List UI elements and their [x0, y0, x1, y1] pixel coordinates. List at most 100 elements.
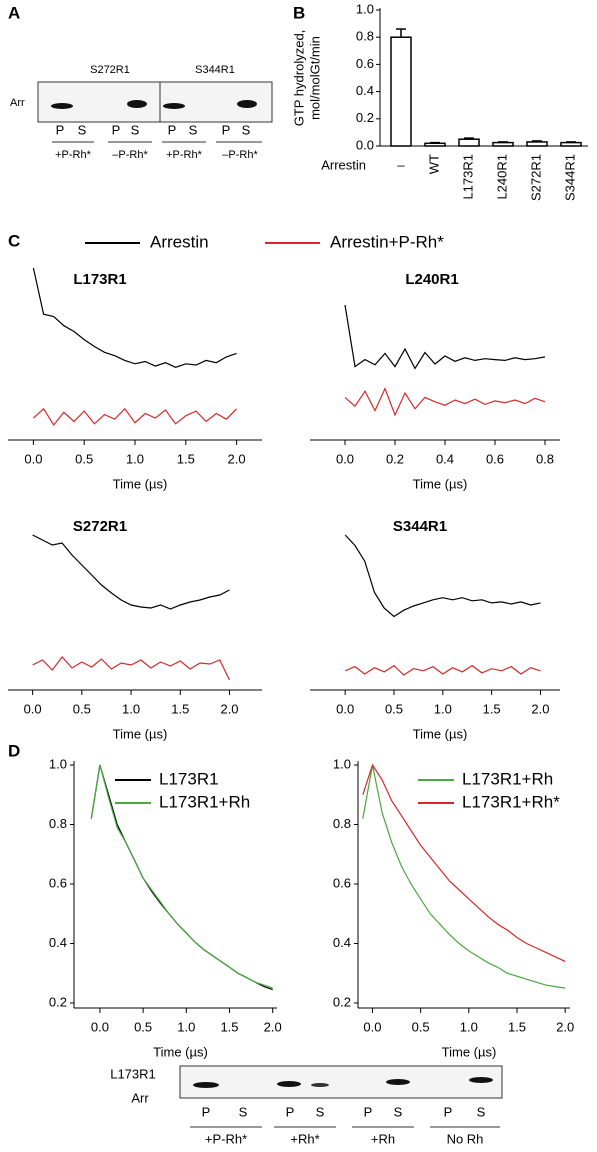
blot-d: L173R1 Arr P S P S P S P S +P-Rh* +Rh* +…	[110, 1065, 503, 1146]
lane-ps: P	[112, 122, 121, 137]
bar	[560, 141, 582, 147]
y-axis-title: GTP hydrolyzed,	[291, 30, 306, 127]
x-tick-label: 1.0	[434, 701, 452, 716]
y-tick-label: 0.4	[49, 935, 67, 950]
chart-title: S344R1	[393, 518, 447, 535]
x-tick-label: 2.0	[556, 1019, 574, 1034]
legend-label: L173R1+Rh*	[462, 792, 560, 811]
trace	[344, 387, 546, 417]
lane-ps: P	[286, 1104, 295, 1119]
x-tick-label: 0.0	[336, 701, 354, 716]
row-label: L173R1	[110, 1066, 156, 1081]
y-tick-label: 1.0	[356, 1, 374, 16]
y-tick-label: 0.8	[333, 816, 351, 831]
x-axis-title: Time (µs)	[113, 476, 168, 491]
panel-label: D	[8, 741, 20, 760]
blot-a: S272R1 S344R1 Arr P S P S P S P S +P-Rh*…	[10, 64, 273, 161]
x-tick-label: 1.5	[177, 451, 195, 466]
y-tick-label: 1.0	[333, 756, 351, 771]
lane-label: S272R1	[90, 64, 130, 76]
condition: –P-Rh*	[222, 149, 258, 161]
x-tick-label: 2.0	[264, 1019, 282, 1034]
trace	[90, 764, 273, 989]
x-tick-label: 1.0	[177, 1019, 195, 1034]
lane-ps: S	[78, 122, 87, 137]
condition: +P-Rh*	[205, 1131, 247, 1146]
trace	[362, 764, 566, 989]
x-axis-title: Time (µs)	[113, 726, 168, 741]
trace	[32, 407, 238, 427]
x-tick-label: S344R1	[562, 154, 577, 201]
y-tick-label: 0.0	[356, 137, 374, 152]
condition: +Rh	[371, 1131, 395, 1146]
bar	[390, 36, 412, 147]
x-tick-label: 0.2	[386, 451, 404, 466]
x-tick-label: 0.5	[385, 701, 403, 716]
x-tick-label: 2.0	[220, 701, 238, 716]
lane-ps: P	[56, 122, 65, 137]
y-axis-title: mol/molGt/min	[307, 36, 322, 120]
x-tick-label: 0.4	[436, 451, 454, 466]
x-tick-label: 1.5	[171, 701, 189, 716]
band	[127, 100, 147, 108]
x-tick-label: 0.0	[363, 1019, 381, 1034]
bar	[492, 141, 514, 147]
y-tick-label: 0.4	[356, 83, 374, 98]
trace	[32, 267, 237, 368]
band	[193, 1082, 219, 1088]
chart-title: L240R1	[405, 271, 458, 288]
band	[237, 100, 257, 108]
y-tick-label: 0.6	[49, 875, 67, 890]
x-axis-title: Time (µs)	[153, 1044, 208, 1059]
x-tick-label: 0.5	[75, 451, 93, 466]
lane-ps: S	[242, 122, 251, 137]
lane-ps: P	[444, 1104, 453, 1119]
x-tick-label: 0.0	[91, 1019, 109, 1034]
panel-letters: A B C D	[8, 3, 305, 760]
legend-label: Arrestin+P-Rh*	[330, 232, 444, 251]
lane-label: S344R1	[195, 64, 235, 76]
condition: –P-Rh*	[112, 149, 148, 161]
bar	[458, 138, 480, 147]
x-tick-label: –	[397, 157, 405, 172]
band	[311, 1083, 329, 1087]
lane-ps: S	[189, 122, 198, 137]
y-tick-label: 0.6	[333, 875, 351, 890]
x-tick-label: 1.0	[460, 1019, 478, 1034]
x-tick-label: 0.0	[24, 701, 42, 716]
x-tick-label: L240R1	[494, 154, 509, 200]
lane-ps: P	[168, 122, 177, 137]
lane-ps: S	[394, 1104, 403, 1119]
condition: No Rh	[447, 1131, 484, 1146]
blot-frame	[37, 81, 273, 123]
y-tick-label: 0.8	[49, 816, 67, 831]
x-tick-label: L173R1	[460, 154, 475, 200]
x-tick-label: 0.0	[24, 451, 42, 466]
x-tick-label: 2.0	[531, 701, 549, 716]
legend-label: L173R1+Rh	[462, 769, 553, 788]
x-axis-title: Time (µs)	[413, 726, 468, 741]
panel-label: A	[8, 3, 20, 22]
trace	[344, 304, 546, 370]
y-tick-label: 0.4	[333, 935, 351, 950]
trace	[344, 664, 541, 676]
trace	[362, 763, 566, 962]
y-tick-label: 0.8	[356, 29, 374, 44]
x-tick-label: 1.5	[483, 701, 501, 716]
band	[163, 103, 185, 109]
lane-ps: P	[222, 122, 231, 137]
legend-label: Arrestin	[150, 232, 209, 251]
panel-label: B	[293, 3, 305, 22]
x-tick-label: WT	[426, 154, 441, 174]
x-tick-label: 0.5	[73, 701, 91, 716]
x-tick-label: 1.0	[126, 451, 144, 466]
panel-label: C	[8, 231, 20, 250]
y-tick-label: 0.2	[333, 994, 351, 1009]
legend-label: L173R1+Rh	[159, 792, 250, 811]
condition: +P-Rh*	[166, 149, 202, 161]
x-tick-label: 1.5	[220, 1019, 238, 1034]
lane-ps: S	[477, 1104, 486, 1119]
x-axis-title: Time (µs)	[442, 1044, 497, 1059]
row-label: Arr	[10, 97, 25, 109]
